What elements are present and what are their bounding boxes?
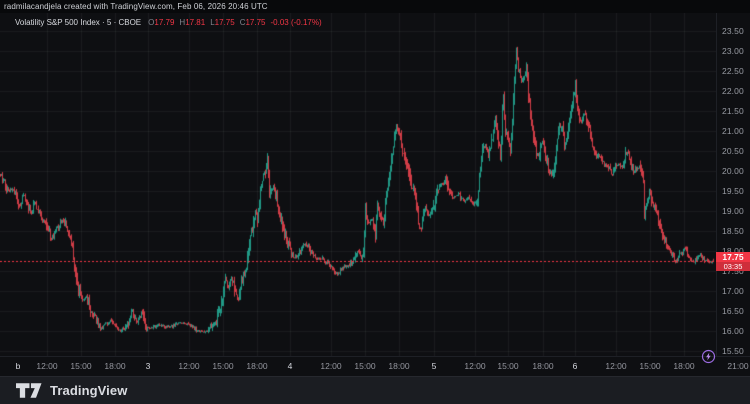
candlestick-chart-canvas[interactable] [0, 13, 716, 356]
time-axis-label: 15:00 [70, 361, 92, 371]
price-axis-label: 17.50 [722, 266, 744, 276]
tradingview-logo-icon [16, 383, 42, 398]
chart-legend: Volatility S&P 500 Index · 5 · CBOE O17.… [15, 17, 322, 28]
time-axis-label: 5 [431, 361, 437, 371]
price-axis-label: 18.50 [722, 226, 744, 236]
price-axis-label: 19.50 [722, 186, 744, 196]
time-axis-label: 15:00 [497, 361, 519, 371]
price-axis-label: 22.00 [722, 86, 744, 96]
boost-button[interactable] [701, 349, 716, 364]
price-axis[interactable]: 17.75 03:35 23.50 23.00 22.50 22.00 21.50 21.… [716, 13, 750, 356]
symbol-title[interactable]: Volatility S&P 500 Index · 5 · CBOE [15, 18, 142, 27]
price-axis-label: 23.00 [722, 46, 744, 56]
time-axis-label: 21:00 [727, 361, 749, 371]
change-value: -0.03 (-0.17%) [270, 18, 322, 27]
time-axis-label: 4 [287, 361, 293, 371]
time-axis-label: 12:00 [320, 361, 342, 371]
tradingview-brand-link[interactable]: TradingView [16, 382, 127, 399]
time-axis-label: 12:00 [36, 361, 58, 371]
lightning-icon [701, 349, 716, 364]
price-axis-label: 20.50 [722, 146, 744, 156]
ohlc-close: C17.75 [239, 18, 266, 27]
time-axis-label: 18:00 [673, 361, 695, 371]
time-axis-label: 6 [572, 361, 578, 371]
bar-countdown: 03:35 [716, 261, 750, 271]
time-axis-label: 12:00 [464, 361, 486, 371]
time-axis-label: 18:00 [532, 361, 554, 371]
time-axis-label: b [15, 361, 21, 371]
time-axis-label: 15:00 [354, 361, 376, 371]
price-axis-label: 20.00 [722, 166, 744, 176]
ohlc-low: L17.75 [210, 18, 235, 27]
ohlc-open: O17.79 [148, 18, 175, 27]
brand-wordmark: TradingView [50, 383, 128, 398]
ohlc-high: H17.81 [179, 18, 206, 27]
price-axis-label: 16.50 [722, 306, 744, 316]
footer-bar: TradingView [0, 376, 750, 404]
price-axis-label: 18.00 [722, 246, 744, 256]
time-axis-label: 12:00 [178, 361, 200, 371]
price-axis-label: 16.00 [722, 326, 744, 336]
price-axis-separator [716, 13, 717, 356]
price-axis-label: 21.00 [722, 126, 744, 136]
time-axis-label: 3 [145, 361, 151, 371]
price-axis-label: 15.50 [722, 346, 744, 356]
time-axis[interactable]: b 12:00 15:00 18:00 3 12:00 15:00 18:00 4 12:00 15… [0, 357, 750, 376]
last-price-badge: 17.75 03:35 [716, 251, 750, 271]
time-axis-label: 18:00 [388, 361, 410, 371]
last-price-value: 17.75 [722, 251, 744, 262]
time-axis-label: 15:00 [212, 361, 234, 371]
time-axis-label: 18:00 [246, 361, 268, 371]
time-axis-label: 18:00 [104, 361, 126, 371]
price-axis-label: 23.50 [722, 26, 744, 36]
price-axis-label: 21.50 [722, 106, 744, 116]
time-axis-label: 15:00 [639, 361, 661, 371]
attribution-text: radmilacandjela created with TradingView… [4, 2, 268, 11]
price-axis-label: 17.00 [722, 286, 744, 296]
price-axis-label: 22.50 [722, 66, 744, 76]
time-axis-label: 12:00 [605, 361, 627, 371]
price-axis-label: 19.00 [722, 206, 744, 216]
attribution-bar: radmilacandjela created with TradingView… [0, 0, 750, 13]
time-axis-separator [0, 356, 750, 357]
